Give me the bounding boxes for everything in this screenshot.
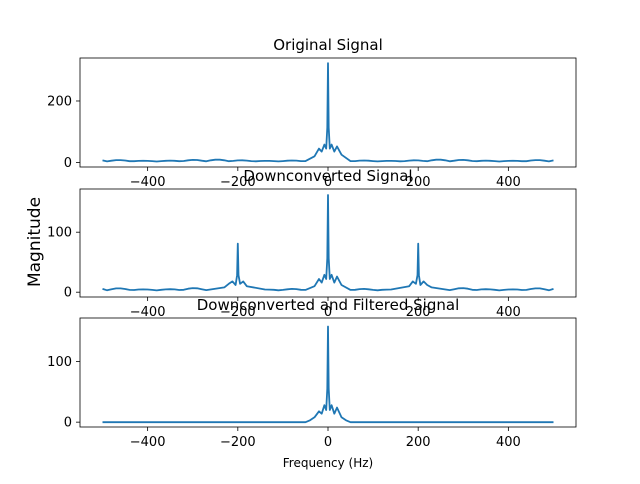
series-line: [102, 325, 554, 424]
y-tick-label: 0: [64, 286, 72, 301]
x-tick-label: −400: [130, 175, 166, 190]
x-axis-label: Frequency (Hz): [283, 456, 374, 470]
x-tick-label: 400: [496, 435, 521, 450]
y-tick-label: 0: [64, 416, 72, 431]
x-tick-label: −200: [220, 435, 256, 450]
x-tick-label: −400: [130, 435, 166, 450]
x-tick-label: 200: [406, 305, 431, 320]
y-tick-label: 100: [47, 226, 72, 241]
y-tick-label: 0: [64, 156, 72, 171]
x-tick-label: −400: [130, 305, 166, 320]
x-tick-label: 200: [406, 175, 431, 190]
x-tick-label: 400: [496, 175, 521, 190]
subplot-title: Downconverted Signal: [243, 167, 412, 185]
x-tick-label: 200: [406, 435, 431, 450]
subplot-title: Downconverted and Filtered Signal: [197, 296, 460, 314]
series-line: [102, 194, 554, 292]
series-line: [102, 62, 554, 163]
x-tick-label: 0: [324, 305, 332, 320]
x-tick-label: 400: [496, 305, 521, 320]
subplot-title: Original Signal: [273, 36, 383, 54]
x-tick-label: 0: [324, 175, 332, 190]
subplot-3: Downconverted and Filtered Signal −400 −20…: [47, 296, 577, 450]
y-axis-label: Magnitude: [25, 197, 45, 287]
subplot-2: Downconverted Signal −400 −200 0 200 400 0 100: [47, 167, 577, 320]
x-tick-label: −200: [220, 175, 256, 190]
subplot-1: Original Signal −400 −200 0 200 400 0 200: [47, 36, 577, 190]
y-tick-label: 100: [47, 355, 72, 370]
x-tick-label: 0: [324, 435, 332, 450]
x-tick-label: −200: [220, 305, 256, 320]
y-tick-label: 200: [47, 94, 72, 109]
